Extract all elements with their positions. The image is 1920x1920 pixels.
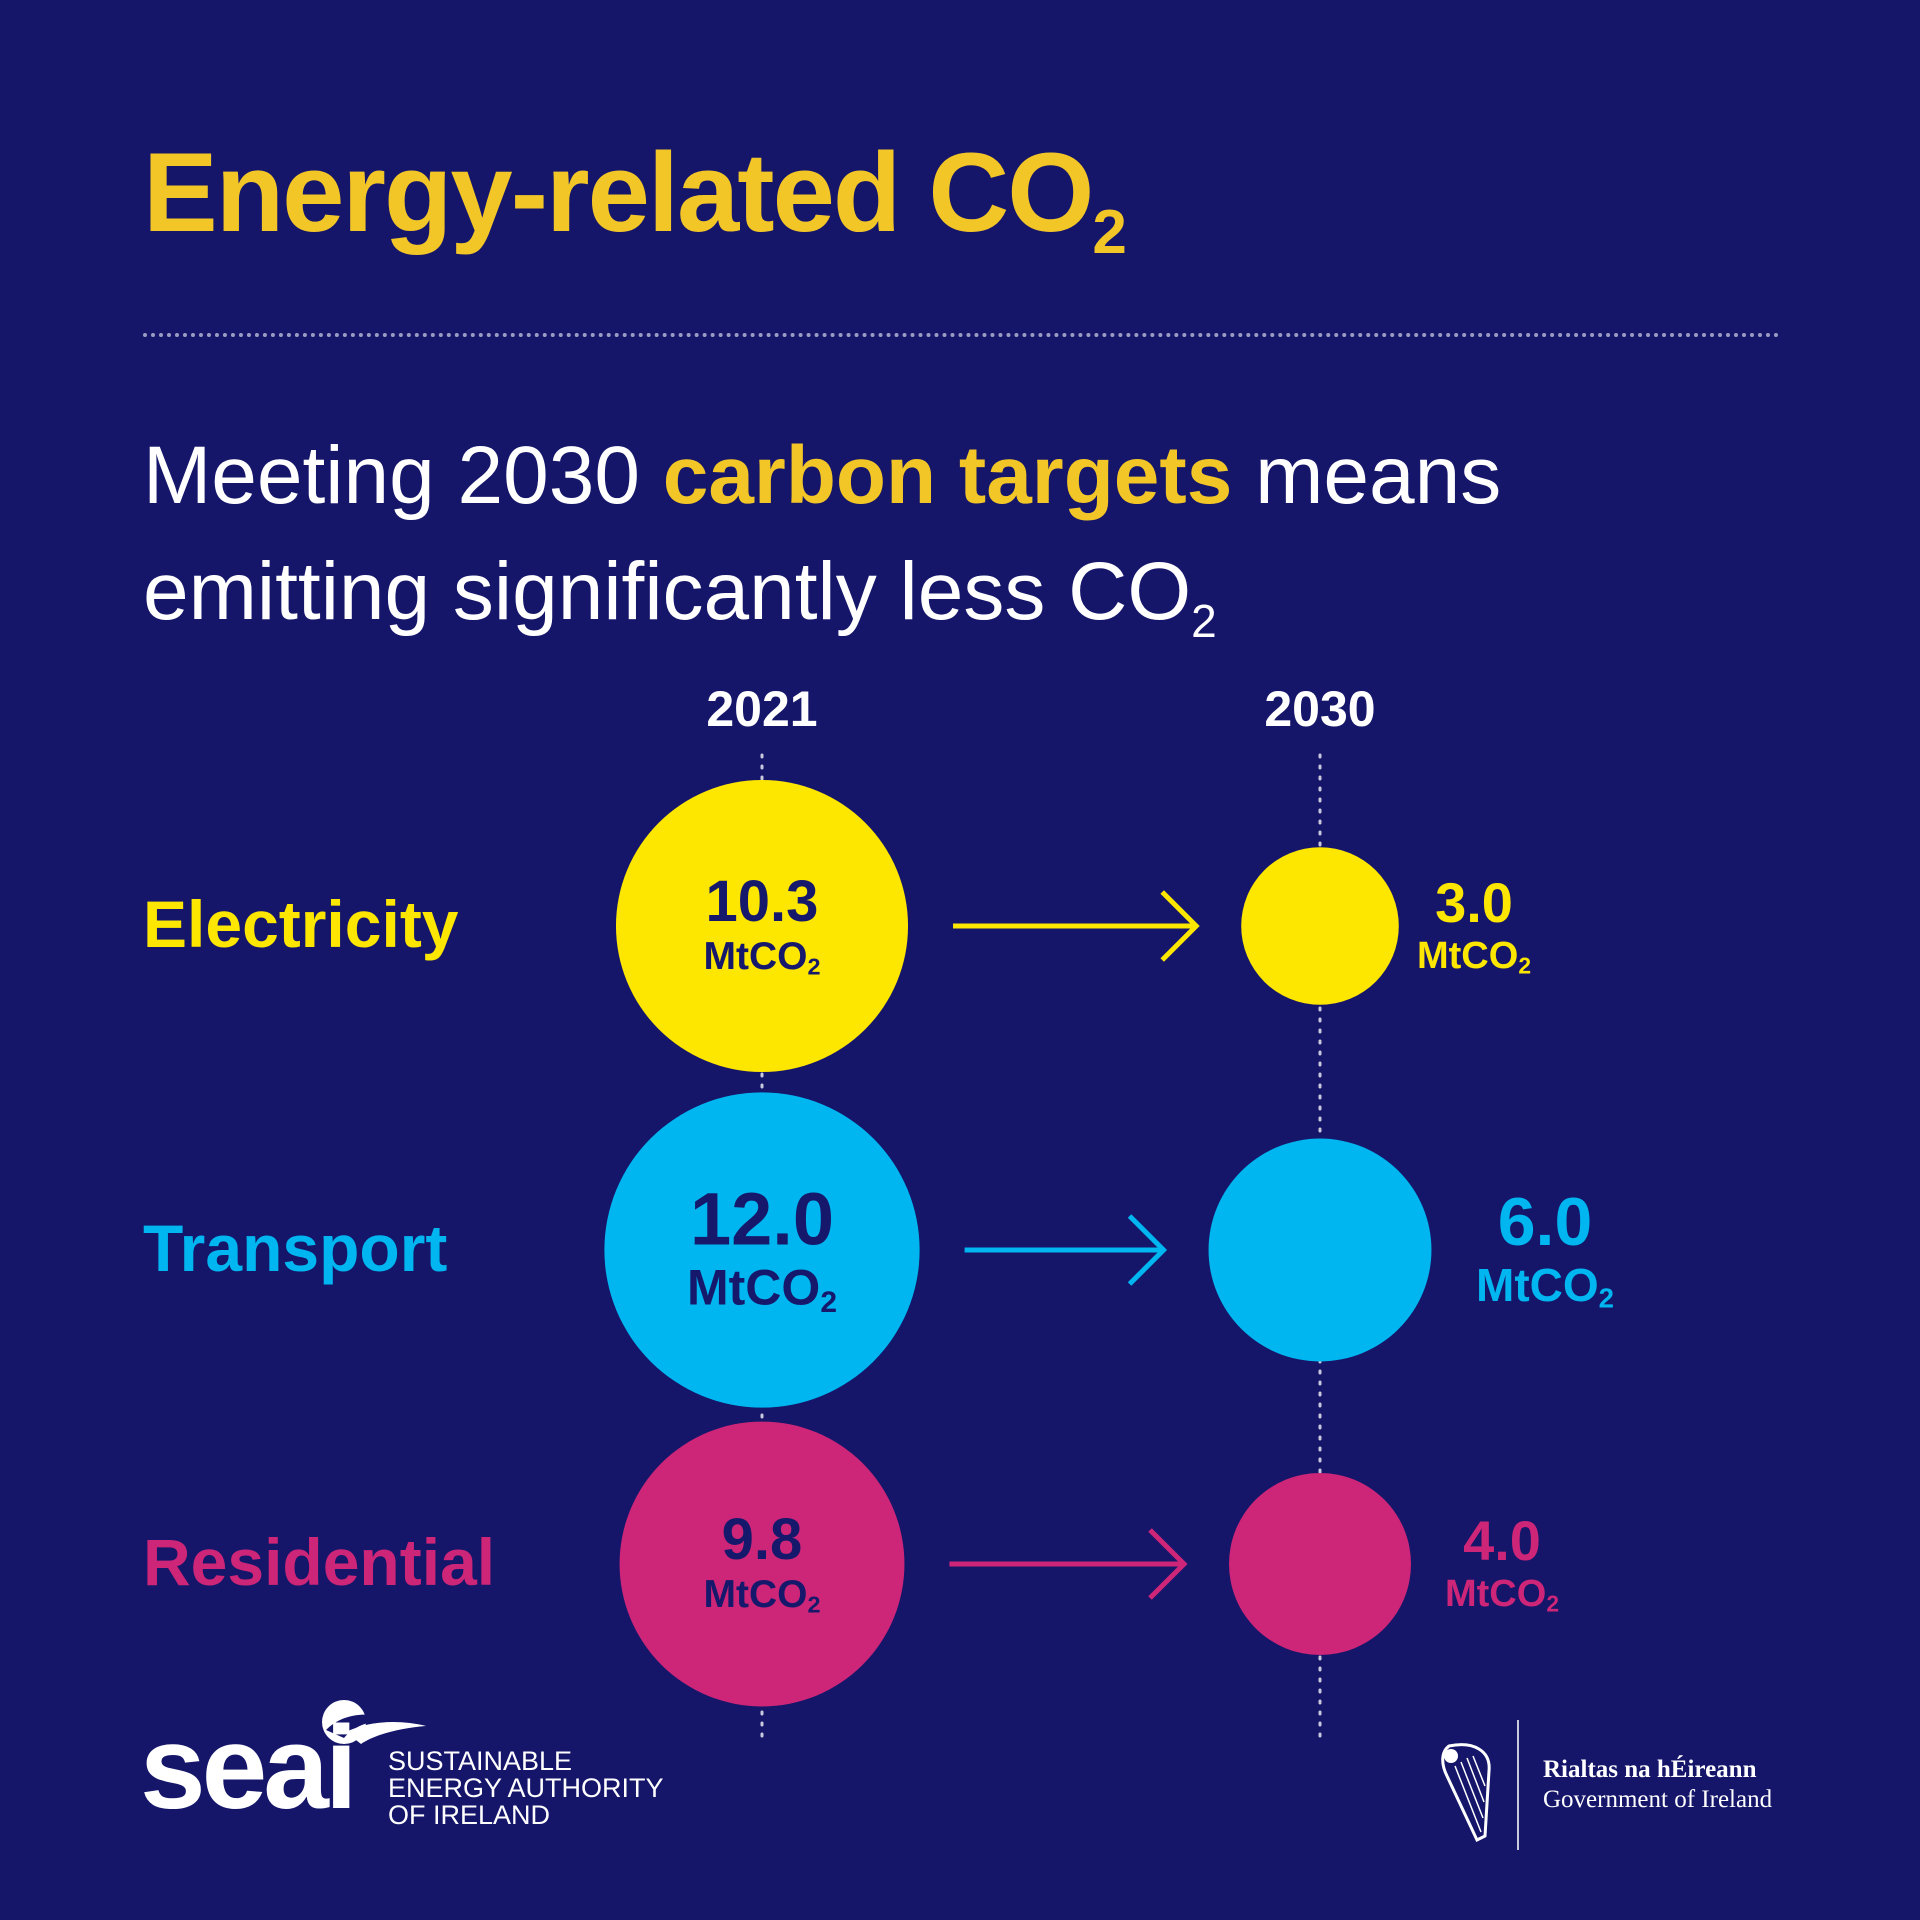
subtitle-line-2: emitting significantly less CO2: [143, 546, 1217, 647]
vertical-separator: [1517, 1720, 1519, 1850]
value-label-electricity-2021: 10.3 MtCO2: [703, 868, 821, 980]
category-label-electricity: Electricity: [143, 887, 459, 961]
category-label-residential: Residential: [143, 1525, 496, 1599]
subtitle-line-1: Meeting 2030 carbon targets means: [143, 430, 1502, 521]
bubble-transport-2030: [1208, 1138, 1432, 1362]
bubble-electricity-2021: [615, 779, 909, 1073]
value-label-transport-2030: 6.0 MtCO2: [1476, 1183, 1614, 1314]
seai-fullname: SUSTAINABLE ENERGY AUTHORITY OF IRELAND: [388, 1746, 664, 1830]
arrow-transport: [964, 1214, 1168, 1286]
harp-icon: [1441, 1743, 1491, 1843]
bubble-residential-2030: [1229, 1473, 1411, 1655]
bubble-residential-2021: [619, 1421, 905, 1707]
value-label-electricity-2030: 3.0 MtCO2: [1417, 870, 1531, 979]
value-label-residential-2021: 9.8 MtCO2: [703, 1506, 821, 1618]
arrow-residential: [949, 1528, 1188, 1600]
government-text: Rialtas na hÉireann Government of Irelan…: [1543, 1756, 1773, 1813]
subtitle-highlight: carbon targets: [662, 430, 1233, 521]
value-label-transport-2021: 12.0 MtCO2: [687, 1177, 837, 1319]
dotted-divider: [143, 333, 1780, 337]
bubble-transport-2021: [604, 1092, 920, 1408]
category-label-transport: Transport: [143, 1211, 448, 1285]
value-label-residential-2030: 4.0 MtCO2: [1445, 1508, 1559, 1617]
bubble-electricity-2030: [1241, 847, 1399, 1005]
page-title: Energy-related CO2: [143, 130, 1127, 267]
year-label-2021: 2021: [706, 681, 818, 737]
arrow-electricity: [953, 890, 1200, 962]
year-label-2030: 2030: [1264, 681, 1376, 737]
subtitle: Meeting 2030 carbon targets means emitti…: [143, 418, 1501, 679]
seai-wordmark: seai: [140, 1702, 358, 1834]
wave-icon: [322, 1700, 426, 1744]
